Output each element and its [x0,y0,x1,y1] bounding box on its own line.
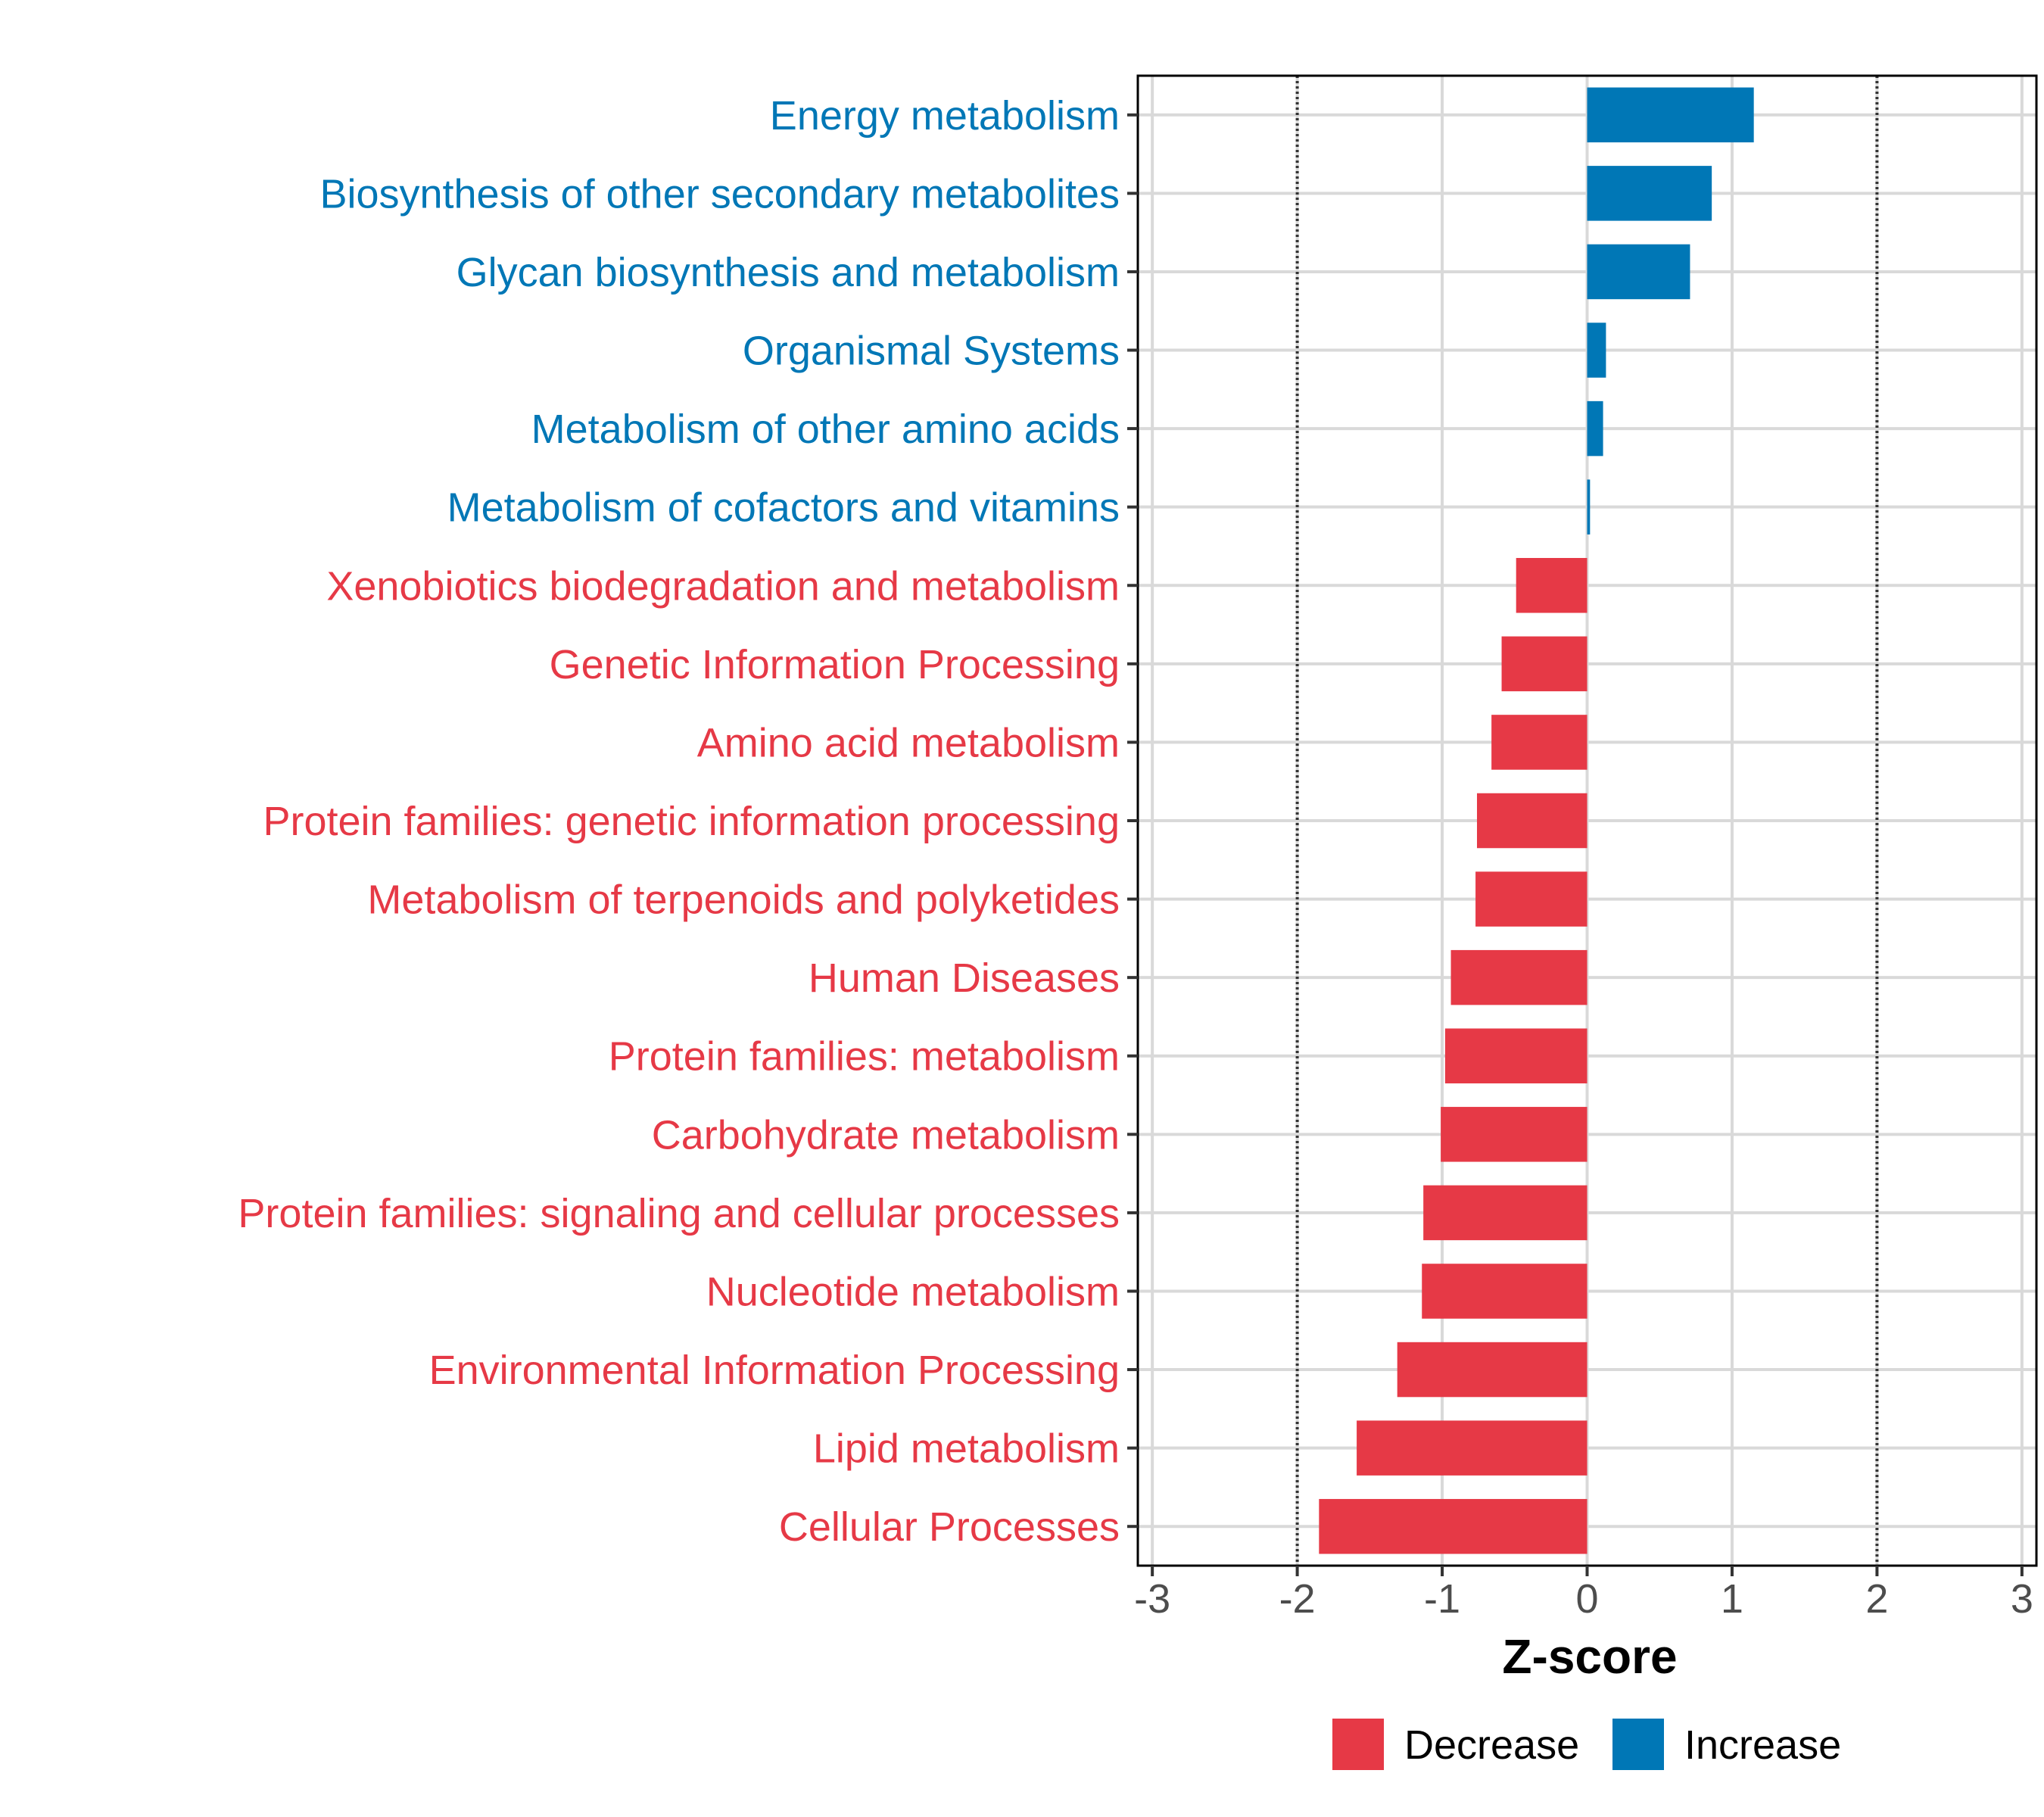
bar [1587,479,1591,535]
x-tick-label: -1 [1424,1576,1460,1622]
bar [1587,400,1603,457]
category-label: Biosynthesis of other secondary metaboli… [319,171,1120,217]
bar [1397,1342,1588,1398]
bar [1357,1420,1588,1476]
bar [1587,244,1690,300]
category-label: Metabolism of other amino acids [531,407,1120,452]
bars [1319,87,1754,1554]
bar [1450,949,1588,1005]
category-label: Cellular Processes [779,1504,1120,1550]
x-tick-label: 0 [1575,1576,1598,1622]
x-axis-title: Z-score [1502,1629,1677,1684]
x-axis-ticks: -3 -2 -1 0 1 2 3 [1134,1566,2033,1622]
bar [1423,1185,1588,1241]
x-tick-label: -3 [1134,1576,1170,1622]
category-label: Protein families: signaling and cellular… [238,1191,1120,1236]
bar [1501,636,1588,692]
x-tick-label: 1 [1721,1576,1743,1622]
bar [1441,1107,1588,1162]
category-label: Lipid metabolism [813,1426,1120,1472]
x-tick-label: 3 [2011,1576,2033,1622]
category-label: Metabolism of terpenoids and polyketides [367,877,1120,923]
x-tick-label: 2 [1865,1576,1888,1622]
bar [1587,323,1606,378]
category-label: Metabolism of cofactors and vitamins [447,485,1120,531]
legend-swatch-decrease [1332,1719,1384,1770]
category-label: Glycan biosynthesis and metabolism [456,250,1120,295]
category-label: Nucleotide metabolism [706,1269,1120,1314]
bar [1491,715,1588,770]
bar [1444,1028,1588,1083]
bar [1587,166,1712,221]
category-label: Environmental Information Processing [429,1348,1120,1393]
bar [1516,558,1588,613]
legend: Decrease Increase [1332,1719,1841,1770]
category-label: Amino acid metabolism [697,720,1120,765]
category-label: Carbohydrate metabolism [652,1112,1120,1158]
legend-label-decrease: Decrease [1404,1722,1579,1768]
category-label: Genetic Information Processing [550,642,1120,687]
category-label: Energy metabolism [770,93,1120,139]
bar [1319,1498,1588,1554]
reference-lines [1295,76,1879,1566]
category-label: Organismal Systems [743,329,1120,374]
bar [1476,793,1588,849]
y-axis-ticks [1127,113,1138,1529]
category-label: Protein families: genetic information pr… [263,799,1120,844]
category-label: Human Diseases [809,955,1120,1001]
bar [1587,87,1754,143]
bar [1422,1264,1588,1319]
legend-label-increase: Increase [1684,1722,1841,1768]
bar [1475,871,1588,927]
y-axis-category-labels: Energy metabolism Biosynthesis of other s… [238,93,1120,1550]
category-label: Protein families: metabolism [609,1034,1120,1080]
category-label: Xenobiotics biodegradation and metabolis… [326,563,1120,609]
legend-swatch-increase [1612,1719,1664,1770]
x-tick-label: -2 [1279,1576,1316,1622]
